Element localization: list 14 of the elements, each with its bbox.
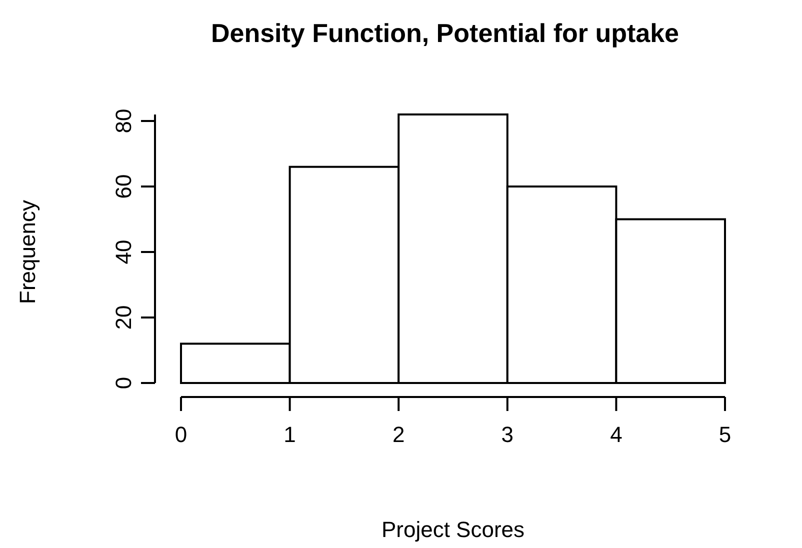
y-axis-title: Frequency: [15, 200, 40, 304]
chart-title: Density Function, Potential for uptake: [210, 18, 680, 48]
y-tick-label: 60: [111, 174, 136, 199]
x-tick-label: 5: [718, 422, 732, 447]
x-tick-label: 3: [501, 422, 514, 447]
y-tick-label: 40: [111, 240, 136, 264]
x-tick-label: 0: [174, 422, 188, 447]
x-tick-label: 4: [610, 422, 622, 447]
y-tick-label: 0: [111, 376, 136, 390]
x-tick-label: 1: [284, 422, 296, 447]
x-axis-title: Project Scores: [381, 517, 525, 542]
x-tick-label: 2: [392, 422, 405, 447]
y-tick-label: 80: [111, 108, 136, 134]
y-tick-label: 20: [111, 305, 136, 330]
